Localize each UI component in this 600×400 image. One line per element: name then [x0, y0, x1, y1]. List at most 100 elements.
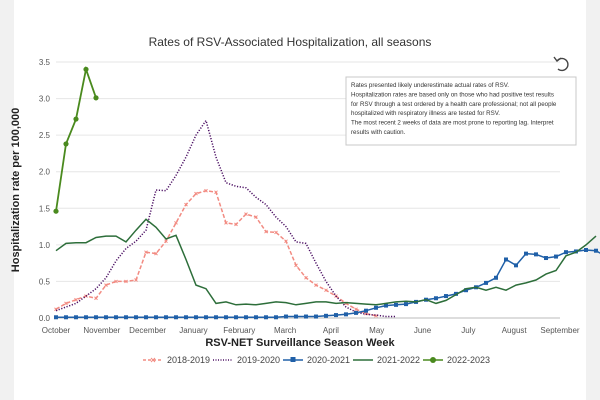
data-point — [514, 263, 518, 268]
data-point — [54, 315, 58, 320]
data-point — [434, 296, 438, 301]
undo-icon[interactable] — [553, 56, 569, 72]
legend-label: 2022-2023 — [447, 355, 490, 365]
data-point — [64, 301, 68, 306]
y-tick-label: 3.0 — [39, 95, 51, 104]
data-point — [364, 308, 368, 313]
legend-item-2020-2021[interactable]: 2020-2021 — [283, 355, 350, 365]
data-point — [204, 315, 208, 320]
x-tick-label: November — [83, 326, 120, 335]
data-point — [584, 247, 588, 252]
data-point — [94, 296, 98, 301]
data-point — [93, 95, 99, 101]
legend-item-2021-2022[interactable]: 2021-2022 — [353, 355, 420, 365]
note-line: The most recent 2 weeks of data are most… — [351, 120, 554, 127]
data-point — [124, 315, 128, 320]
data-point — [344, 312, 348, 317]
series-line-2021-2022 — [55, 218, 597, 306]
data-point — [484, 280, 488, 285]
note-lines: Rates presented likely underestimate act… — [351, 82, 557, 136]
legend-swatch-marker — [430, 357, 436, 363]
data-point — [534, 252, 538, 257]
data-point — [83, 66, 89, 72]
data-point — [154, 251, 158, 256]
x-axis-label: RSV-NET Surveillance Season Week — [205, 337, 395, 349]
series-2019-2020 — [55, 118, 396, 318]
data-point — [174, 315, 178, 320]
data-point — [254, 315, 258, 320]
data-point — [284, 314, 288, 319]
chart-title: Rates of RSV-Associated Hospitalization,… — [149, 35, 432, 49]
data-point — [174, 221, 178, 225]
data-point — [164, 239, 168, 244]
data-point — [63, 141, 69, 147]
data-point — [294, 314, 298, 319]
data-point — [354, 310, 358, 315]
data-point — [214, 315, 218, 320]
data-point — [594, 248, 598, 253]
legend-swatch-marker — [290, 357, 296, 362]
x-tick-label: June — [414, 326, 432, 335]
data-point — [134, 315, 138, 320]
x-tick-label: February — [223, 326, 255, 335]
data-point — [314, 314, 318, 319]
data-point — [74, 297, 78, 302]
note-line: results with caution. — [351, 129, 406, 136]
y-tick-label: 2.5 — [39, 131, 51, 140]
data-point — [144, 250, 148, 255]
data-point — [244, 315, 248, 320]
data-point — [114, 315, 118, 320]
data-point — [274, 315, 278, 320]
data-point — [204, 188, 208, 193]
legend-label: 2019-2020 — [237, 355, 280, 365]
x-tick-labels: October November December January February Ma… — [42, 326, 580, 335]
legend-label: 2018-2019 — [167, 355, 210, 365]
y-tick-label: 1.0 — [39, 241, 51, 250]
note-box: Rates presented likely underestimate act… — [345, 76, 577, 146]
data-point — [324, 313, 328, 318]
data-point — [114, 279, 118, 284]
data-point — [264, 229, 268, 234]
data-point — [154, 315, 158, 320]
legend-swatch-marker — [150, 357, 156, 363]
note-line: hospitalized with respiratory illness ar… — [351, 110, 500, 117]
data-point — [104, 315, 108, 320]
data-point — [134, 278, 138, 282]
x-tick-label: July — [461, 326, 475, 335]
data-point — [544, 256, 548, 261]
x-tick-label: December — [129, 326, 166, 335]
data-point — [524, 251, 528, 256]
legend-item-2022-2023[interactable]: 2022-2023 — [423, 355, 490, 365]
x-tick-label: October — [42, 326, 71, 335]
series-2021-2022 — [55, 218, 597, 306]
x-tick-label: August — [502, 326, 528, 335]
data-point — [444, 294, 448, 299]
legend-item-2018-2019[interactable]: 2018-2019 — [143, 355, 210, 365]
y-tick-label: 0.5 — [39, 277, 51, 286]
page-edge-left — [0, 0, 14, 400]
data-point — [224, 315, 228, 320]
data-point — [194, 191, 198, 196]
data-point — [304, 314, 308, 319]
x-tick-label: May — [369, 326, 384, 335]
data-point — [554, 254, 558, 259]
data-point — [94, 315, 98, 320]
data-point — [314, 283, 318, 287]
legend: 2018-2019 2019-2020 2020-2021 2021-2022 2022… — [143, 355, 490, 365]
data-point — [304, 275, 308, 280]
data-point — [504, 257, 508, 262]
y-tick-labels: 0.0 0.5 1.0 1.5 2.0 2.5 3.0 3.5 — [39, 58, 51, 323]
page-edge-right — [586, 0, 600, 400]
legend-item-2019-2020[interactable]: 2019-2020 — [213, 355, 280, 365]
data-point — [464, 288, 468, 293]
data-point — [53, 208, 59, 214]
data-point — [164, 315, 168, 320]
data-point — [74, 315, 78, 320]
series-line-2018-2019 — [55, 189, 377, 317]
note-line: Hospitalization rates are based only on … — [351, 91, 554, 98]
legend-label: 2020-2021 — [307, 355, 350, 365]
data-point — [334, 313, 338, 318]
legend-label: 2021-2022 — [377, 355, 420, 365]
